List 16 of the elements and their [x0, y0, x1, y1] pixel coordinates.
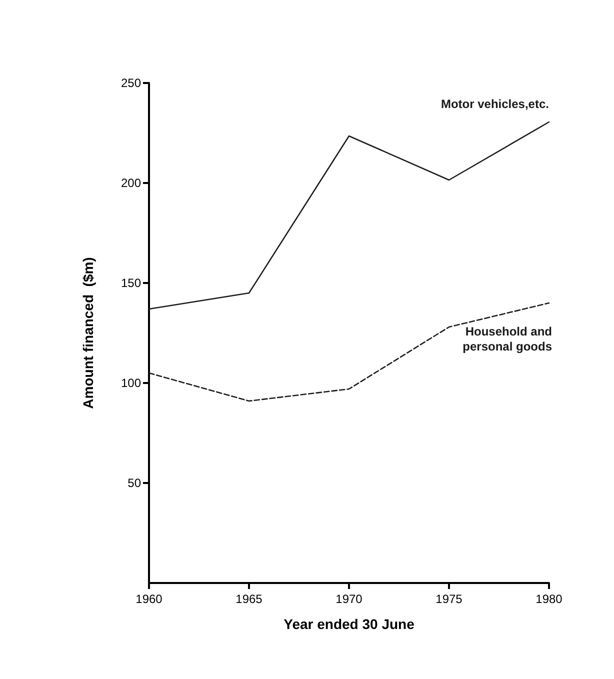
- x-tick-label: 1970: [336, 592, 363, 606]
- y-tick-label: 150: [120, 276, 142, 290]
- series-label: Household and personal goods: [462, 324, 552, 354]
- line-series: [148, 121, 550, 310]
- y-tick-label: 250: [120, 76, 142, 90]
- line-series: [148, 302, 550, 402]
- y-axis-title: Amount financed ($m): [80, 257, 96, 409]
- y-tick-label: 200: [120, 176, 142, 190]
- y-tick-label: 50: [128, 476, 142, 490]
- series-label: Motor vehicles,etc.: [440, 97, 549, 111]
- x-tick-label: 1965: [236, 592, 263, 606]
- x-tick-label: 1980: [536, 592, 563, 606]
- x-tick-label: 1975: [436, 592, 463, 606]
- x-tick-label: 1960: [136, 592, 163, 606]
- y-tick-label: 100: [120, 376, 142, 390]
- x-axis-title: Year ended 30 June: [284, 616, 415, 632]
